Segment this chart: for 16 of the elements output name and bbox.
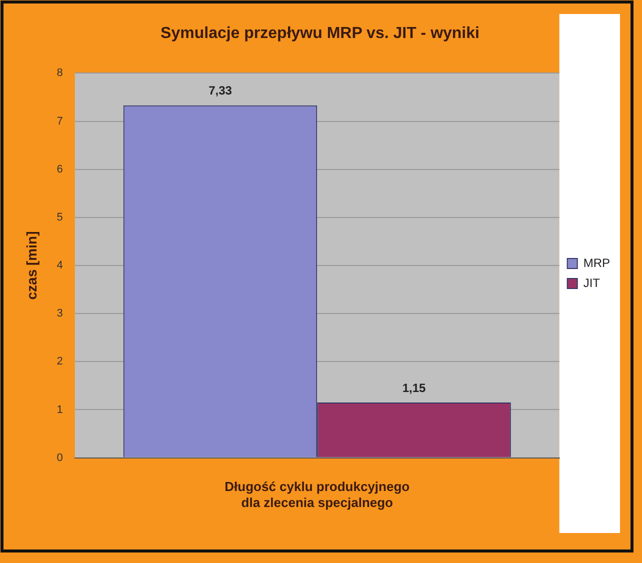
y-axis-title: czas [min] bbox=[23, 231, 40, 300]
data-label: 7,33 bbox=[208, 84, 232, 98]
y-tick-label: 8 bbox=[56, 67, 63, 80]
y-tick-label: 4 bbox=[56, 260, 63, 272]
y-tick-label: 0 bbox=[56, 452, 63, 464]
y-tick-label: 3 bbox=[56, 308, 63, 320]
chart-title: Symulacje przepływu MRP vs. JIT - wyniki bbox=[160, 25, 480, 42]
y-tick-label: 7 bbox=[56, 115, 63, 128]
y-tick-label: 6 bbox=[56, 163, 63, 176]
y-tick-label: 2 bbox=[56, 356, 63, 368]
x-tick-label: Długość cyklu produkcyjnego dla zlecenia specjalnego bbox=[224, 479, 410, 510]
data-label: 1,15 bbox=[402, 380, 426, 395]
legend-label: MRP bbox=[583, 256, 610, 270]
y-tick-label: 1 bbox=[56, 404, 63, 416]
legend-label: JIT bbox=[583, 276, 601, 290]
y-tick-label: 5 bbox=[56, 211, 63, 224]
